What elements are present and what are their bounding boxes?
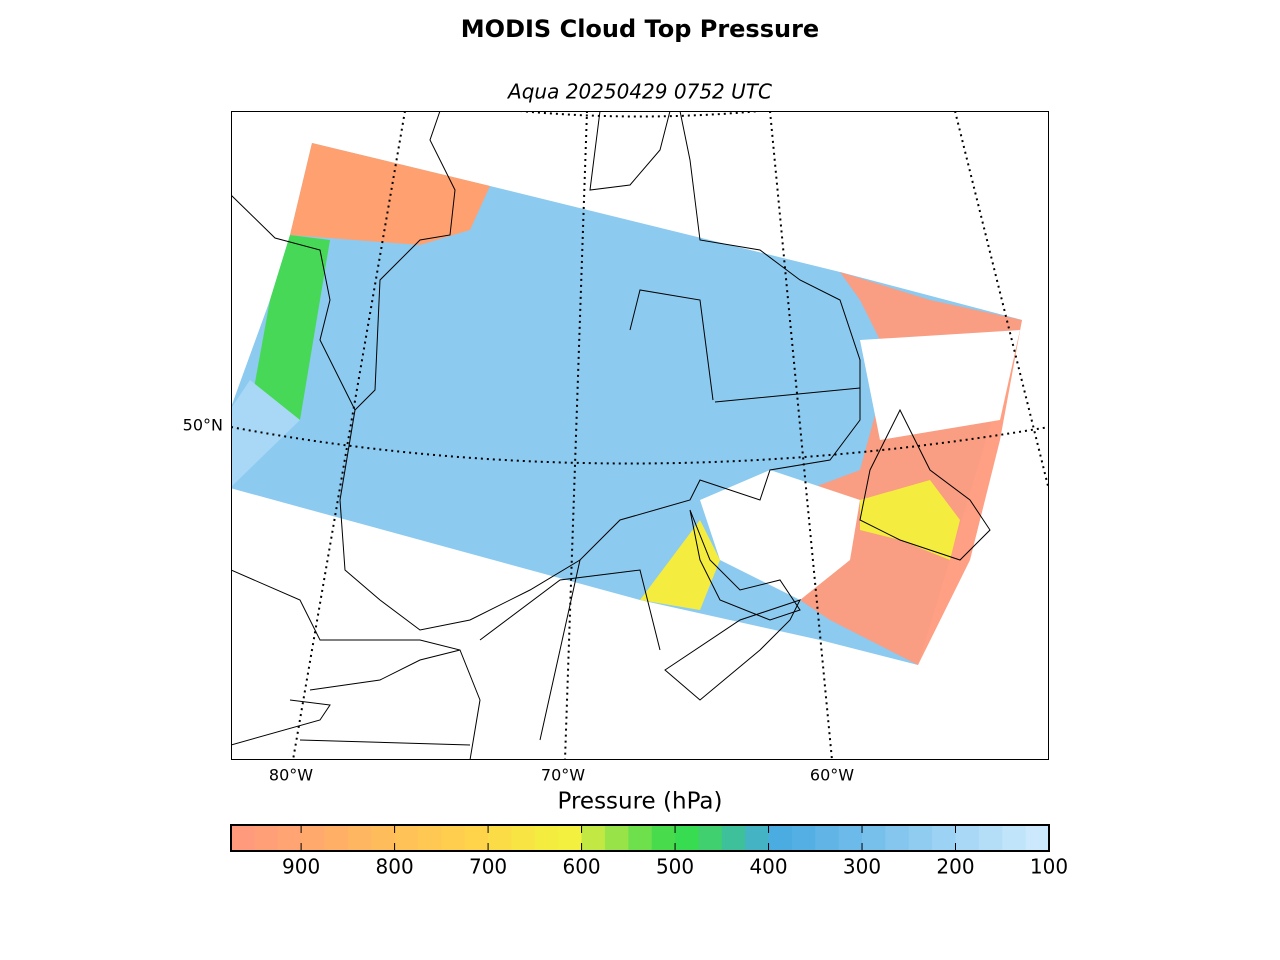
colorbar-segment bbox=[698, 825, 723, 851]
colorbar-segment bbox=[1002, 825, 1027, 851]
colorbar-segment bbox=[581, 825, 606, 851]
border bbox=[231, 559, 661, 760]
colorbar-segment bbox=[1025, 825, 1050, 851]
colorbar-segment bbox=[231, 825, 255, 851]
colorbar-segment bbox=[651, 825, 676, 851]
colorbar-segment bbox=[721, 825, 746, 851]
colorbar-segment bbox=[347, 825, 372, 851]
colorbar-tick-label: 300 bbox=[843, 855, 881, 879]
border bbox=[629, 289, 861, 403]
colorbar-segment bbox=[558, 825, 583, 851]
lon-label: 60°W bbox=[810, 766, 854, 785]
colorbar-segment bbox=[862, 825, 886, 851]
colorbar-segment bbox=[745, 825, 770, 851]
swath-gap2 bbox=[860, 330, 1020, 440]
colorbar-tick-label: 600 bbox=[562, 855, 600, 879]
colorbar-segment bbox=[791, 825, 816, 851]
swath-south bbox=[640, 520, 720, 610]
parallel bbox=[231, 426, 1049, 465]
coastline bbox=[589, 111, 671, 191]
swath-cloud bbox=[231, 380, 300, 488]
colorbar-segment bbox=[417, 825, 442, 851]
colorbar-segment bbox=[394, 825, 419, 851]
meridian bbox=[769, 111, 833, 760]
colorbar-tick-label: 800 bbox=[376, 855, 414, 879]
colorbar-segment bbox=[254, 825, 279, 851]
colorbar-segment bbox=[488, 825, 512, 851]
colorbar: 900 800 700 600 500 400 300 200 100 bbox=[230, 824, 1068, 879]
swath-mid bbox=[250, 235, 330, 420]
colorbar-segment bbox=[511, 825, 536, 851]
map bbox=[231, 111, 1049, 760]
coastline bbox=[339, 111, 861, 631]
coastline bbox=[664, 599, 801, 701]
lake bbox=[231, 649, 461, 746]
colorbar-segment bbox=[371, 825, 396, 851]
title: MODIS Cloud Top Pressure bbox=[461, 15, 819, 43]
lon-label: 70°W bbox=[541, 766, 585, 785]
colorbar-segment bbox=[978, 825, 1003, 851]
colorbar-tick-label: 100 bbox=[1030, 855, 1068, 879]
swath-east-yellow bbox=[860, 480, 960, 560]
colorbar-segment bbox=[301, 825, 325, 851]
colorbar-tick-label: 700 bbox=[469, 855, 507, 879]
meridian bbox=[292, 111, 406, 760]
colorbar-tick-label: 200 bbox=[936, 855, 974, 879]
meridian bbox=[954, 111, 1049, 491]
colorbar-segment bbox=[932, 825, 957, 851]
lat-label: 50°N bbox=[183, 416, 223, 435]
colorbar-segment bbox=[955, 825, 980, 851]
colorbar-segment bbox=[885, 825, 910, 851]
lon-label: 80°W bbox=[269, 766, 313, 785]
colorbar-tick-label: 900 bbox=[282, 855, 320, 879]
subtitle: Aqua 20250429 0752 UTC bbox=[506, 80, 772, 104]
colorbar-segment bbox=[908, 825, 933, 851]
colorbar-segment bbox=[628, 825, 653, 851]
coastline bbox=[689, 509, 801, 621]
coastline bbox=[859, 408, 991, 561]
parallel bbox=[519, 111, 761, 118]
coastline bbox=[231, 111, 456, 411]
swath-gap bbox=[700, 470, 860, 600]
colorbar-segment bbox=[324, 825, 349, 851]
colorbar-segment bbox=[464, 825, 489, 851]
colorbar-segment bbox=[768, 825, 793, 851]
colorbar-tick-label: 400 bbox=[749, 855, 787, 879]
meridian bbox=[564, 111, 588, 760]
colorbar-tick-label: 500 bbox=[656, 855, 694, 879]
colorbar-segment bbox=[441, 825, 466, 851]
colorbar-frame bbox=[230, 824, 1050, 852]
colorbar-label: Pressure (hPa) bbox=[558, 789, 723, 815]
colorbar-segment bbox=[534, 825, 559, 851]
colorbar-segment bbox=[277, 825, 302, 851]
colorbar-segment bbox=[604, 825, 629, 851]
colorbar-segment bbox=[675, 825, 699, 851]
colorbar-segment bbox=[838, 825, 863, 851]
colorbar-segment bbox=[815, 825, 840, 851]
